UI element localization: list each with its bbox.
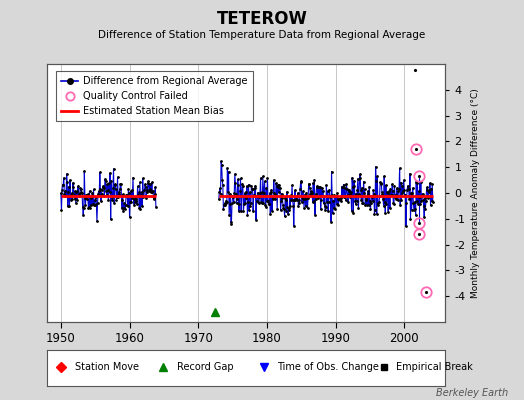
Text: Station Move: Station Move: [75, 362, 139, 372]
Y-axis label: Monthly Temperature Anomaly Difference (°C): Monthly Temperature Anomaly Difference (…: [471, 88, 480, 298]
Text: Record Gap: Record Gap: [177, 362, 233, 372]
Text: TETEROW: TETEROW: [216, 10, 308, 28]
Text: Difference of Station Temperature Data from Regional Average: Difference of Station Temperature Data f…: [99, 30, 425, 40]
Text: Empirical Break: Empirical Break: [396, 362, 472, 372]
Text: Time of Obs. Change: Time of Obs. Change: [277, 362, 379, 372]
Legend: Difference from Regional Average, Quality Control Failed, Estimated Station Mean: Difference from Regional Average, Qualit…: [56, 72, 253, 121]
Text: Berkeley Earth: Berkeley Earth: [436, 388, 508, 398]
